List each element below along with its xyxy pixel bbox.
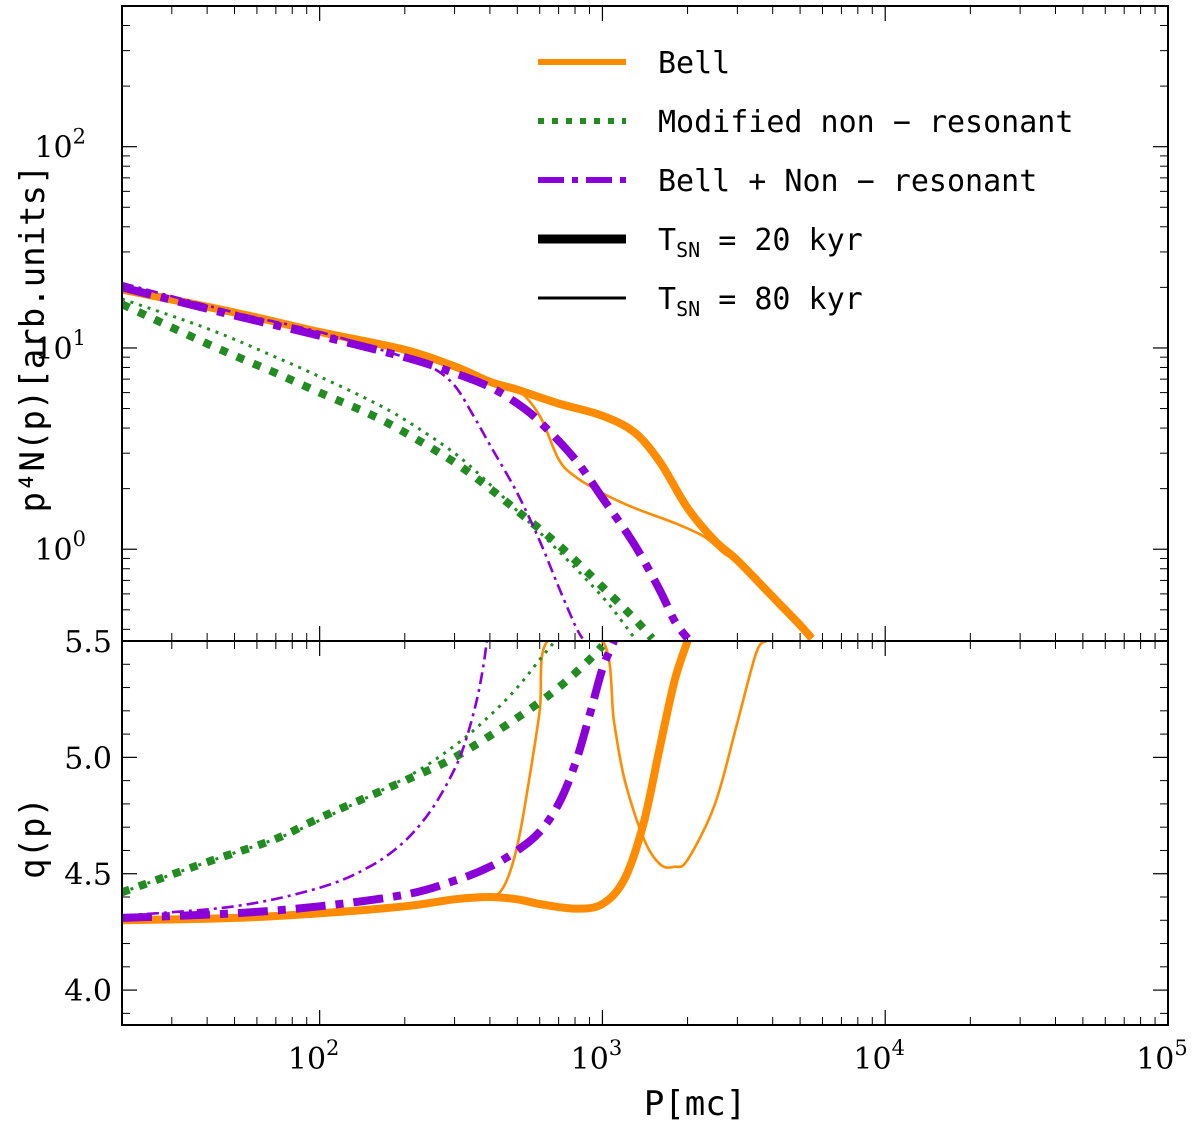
series-line-bell-non-resonant-20kyr-bottom [122,641,618,922]
legend: Bell Modified non − resonant Bell + Non − … [538,46,1073,321]
bottom-y-tick-label: 5.5 [64,625,112,660]
tick-marks [121,6,1169,1025]
series-line-modified-non-resonant-80kyr-bottom [122,641,557,894]
legend-label-3: TSN = 20 kyr [658,223,863,262]
series-line-bell-non-resonant-80kyr-top [122,281,584,640]
bottom-y-tick-label: 4.0 [64,974,112,1009]
series-line-modified-non-resonant-20kyr-top [122,300,656,641]
bottom-y-axis-label: q(p) [13,797,53,879]
x-tick-label: 105 [1136,1036,1188,1077]
top-y-tick-label: 101 [34,326,86,367]
top-panel-plot [122,281,815,641]
x-tick-label: 102 [288,1036,340,1077]
legend-label-0: Bell [658,46,730,81]
top-y-tick-label: 102 [34,125,86,166]
x-tick-label: 103 [571,1036,623,1077]
series-line-bell-80kyr-top [122,286,738,562]
series-line-bell-non-resonant-20kyr-top [122,283,691,641]
series-line-bell-non-resonant-80kyr-bottom [122,641,489,917]
series-line-bell-80kyr-bottom [122,641,768,922]
series-line-bell-20kyr-bottom [122,641,692,925]
x-tick-label: 104 [853,1036,905,1077]
series-line-bell-20kyr-top [122,285,815,641]
bottom-panel-frame [121,640,1169,1026]
legend-label-1: Modified non − resonant [658,105,1073,140]
bottom-y-tick-label: 4.5 [64,858,112,893]
top-y-axis-label: p⁴N(p)[arb.units] [13,165,53,513]
top-y-tick-label: 100 [34,527,86,568]
tick-labels: 102 103 104 105 100 101 102 4.0 4.5 5.0 5.5 [34,125,1187,1077]
panel-frames [121,5,1169,1026]
legend-label-2: Bell + Non − resonant [658,164,1037,199]
series-line-modified-non-resonant-80kyr-top [122,297,636,640]
legend-label-4: TSN = 80 kyr [658,282,863,321]
bottom-y-tick-label: 5.0 [64,741,112,776]
x-axis-label: P[mc] [644,1084,746,1124]
bottom-panel-plot [122,641,768,925]
